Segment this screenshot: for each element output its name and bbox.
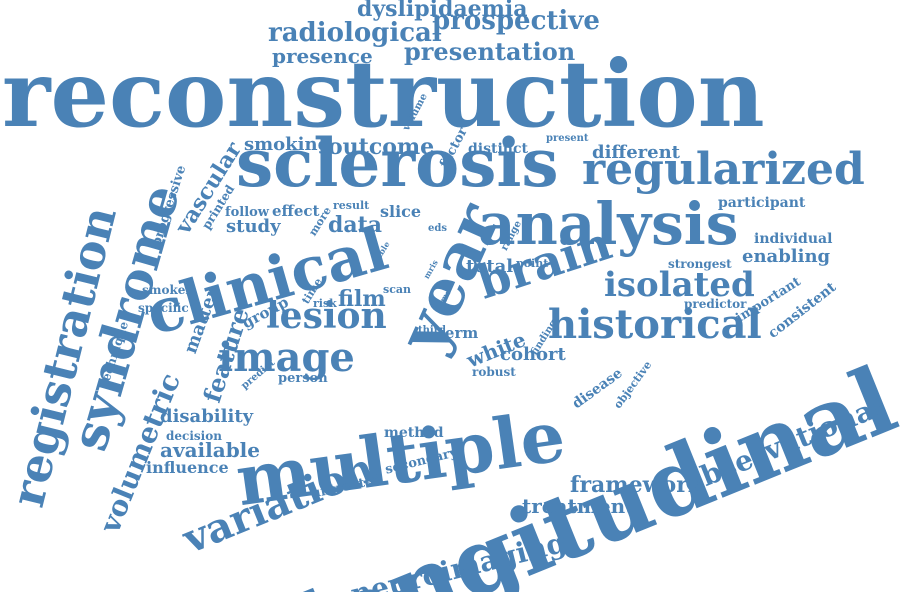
word-present: present [546,133,589,144]
word-robust: robust [472,365,516,379]
word-risk: risk [313,297,337,310]
word-total: total [466,256,514,277]
word-presence: presence [272,44,373,68]
word-available: available [160,438,260,462]
word-historical: historical [548,301,762,348]
word-method: method [384,425,444,441]
word-isolated: isolated [604,265,755,305]
word-influence: influence [146,458,229,477]
word-participant: participant [718,195,806,211]
word-image: image [218,334,355,381]
word-presentation: presentation [404,37,576,66]
word-scan: scan [383,283,412,296]
word-cohort: cohort [500,344,566,365]
word-enabling: enabling [742,246,831,267]
word-data: data [328,212,383,238]
word-person: person [278,371,328,386]
word-analysis: analysis [478,190,739,258]
word-slice: slice [380,202,422,221]
word-treatment: treatment [522,494,635,518]
word-disability: disability [160,406,254,427]
word-smoking: smoking [244,134,331,155]
word-smoker: smoker [142,283,192,297]
word-different: different [592,142,680,163]
word-decision: decision [166,429,222,443]
word-third: third [418,325,446,336]
word-outcome: outcome [328,134,435,160]
word-dyslipidaemia: dyslipidaemia [357,0,528,22]
word-study: study [226,216,281,237]
word-result: result [333,199,370,212]
word-film: film [338,286,386,312]
word-specific: specific [138,301,189,315]
word-follow: follow [225,205,270,220]
word-individual: individual [754,231,833,247]
word-framework: framework [570,472,704,498]
word-distinct: distinct [468,141,528,157]
word-regularized: regularized [582,144,865,195]
word-sclerosis: sclerosis [236,124,559,202]
word-point: point [516,257,549,270]
word-term: term [438,324,479,342]
word-prospective: prospective [432,6,600,36]
word-predictor: predictor [684,297,747,311]
word-lesion: lesion [266,295,387,337]
word-reconstruction: reconstruction [2,40,765,148]
word-strongest: strongest [668,257,732,271]
word-effect: effect [272,202,320,220]
word-eds: eds [428,223,447,234]
word-radiological: radiological [268,18,442,48]
